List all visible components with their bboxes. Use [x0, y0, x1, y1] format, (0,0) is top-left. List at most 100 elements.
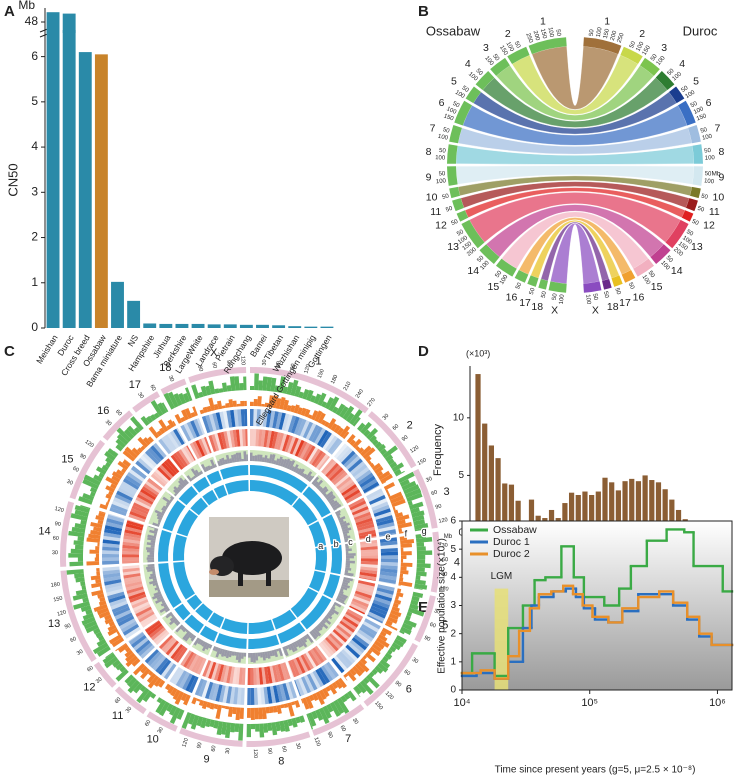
coverage-bin — [73, 601, 91, 610]
heat-bin — [102, 566, 120, 572]
depth-bin — [317, 412, 326, 424]
depth-bin — [184, 407, 193, 419]
heat-bin — [141, 486, 158, 498]
bar — [127, 300, 141, 328]
chromosome-label: 14 — [671, 265, 683, 277]
line-bin — [231, 454, 235, 463]
depth-bin — [225, 706, 230, 710]
coverage-bin — [80, 505, 91, 510]
heat-bin — [379, 537, 398, 543]
heat-bin — [318, 642, 332, 658]
depth-bin — [385, 619, 393, 626]
heat-bin — [320, 665, 334, 682]
coverage-bin — [343, 692, 351, 700]
heat-bin — [378, 525, 396, 533]
depth-bin — [377, 634, 388, 642]
heat-bin — [349, 639, 365, 654]
depth-bin — [221, 405, 226, 409]
heat-bin — [150, 627, 166, 641]
heat-bin — [357, 526, 376, 534]
chromosome-arc — [692, 166, 703, 186]
coverage-bin — [255, 723, 260, 732]
heat-bin — [229, 666, 235, 684]
scale-label: 30 — [52, 550, 58, 556]
scale-label: 50 — [591, 293, 598, 301]
scale-label: 120 — [181, 737, 190, 748]
heat-bin — [380, 561, 398, 567]
heat-bin — [124, 526, 143, 534]
heat-bin — [359, 577, 376, 582]
line-bin — [301, 636, 308, 643]
depth-bin — [107, 627, 119, 637]
heat-bin — [349, 605, 366, 615]
heat-bin — [217, 664, 225, 682]
heat-bin — [357, 523, 375, 531]
depth-bin — [272, 705, 278, 713]
heat-bin — [122, 570, 141, 576]
depth-bin — [355, 445, 361, 452]
scale-label: 60 — [86, 665, 94, 673]
heat-bin — [377, 584, 395, 592]
chromosome-arc — [479, 244, 500, 265]
scale-label: 150 — [373, 700, 384, 711]
y-unit: Mb — [18, 0, 35, 12]
heat-bin — [129, 511, 147, 520]
coverage-bin — [393, 638, 405, 648]
heat-bin — [353, 634, 370, 648]
depth-bin — [269, 706, 274, 714]
heat-bin — [264, 666, 270, 684]
chromosome-label: 17 — [619, 297, 631, 309]
bar — [475, 374, 481, 533]
line-bin — [182, 627, 187, 633]
y-tick-label: 6 — [450, 516, 456, 527]
genome-label: Ossabaw — [426, 23, 481, 38]
heat-bin — [350, 600, 368, 611]
heat-bin — [173, 452, 186, 469]
ideogram — [414, 595, 436, 643]
coverage-bin — [326, 703, 334, 713]
track-label: c — [348, 537, 353, 547]
coverage-bin — [416, 554, 426, 560]
coverage-bin — [107, 448, 119, 458]
line-bin — [297, 468, 303, 475]
scale-label: 60 — [211, 745, 218, 752]
chromosome-label: 7 — [345, 733, 351, 745]
coverage-bin — [196, 716, 204, 727]
coverage-bin — [115, 668, 129, 682]
scale-label: 50 — [445, 206, 454, 214]
heat-bin — [294, 439, 305, 457]
coverage-bin — [322, 705, 332, 719]
heat-bin — [331, 657, 345, 674]
heat-bin — [107, 514, 125, 523]
scale-label: 50 — [629, 40, 638, 49]
depth-bin — [122, 459, 131, 468]
coverage-bin — [104, 451, 116, 462]
line-bin — [207, 465, 212, 471]
coverage-bin — [349, 409, 363, 426]
depth-bin — [400, 551, 412, 556]
line-bin — [335, 599, 346, 605]
depth-bin — [391, 498, 406, 508]
coverage-bin — [357, 422, 366, 432]
y-tick-label: 5 — [450, 544, 456, 555]
coverage-bin — [365, 674, 380, 689]
heat-bin — [208, 434, 217, 453]
depth-bin — [357, 447, 365, 454]
coverage-bin — [157, 402, 167, 415]
coverage-bin — [200, 717, 208, 729]
heat-bin — [366, 488, 383, 500]
heat-bin — [148, 478, 163, 489]
bar — [62, 30, 76, 328]
coverage-bin — [416, 542, 425, 547]
chromosome-label: 2 — [505, 28, 511, 40]
synteny-ribbon — [462, 105, 688, 146]
scale-label: 120 — [84, 439, 95, 449]
heat-bin — [378, 577, 397, 585]
heat-bin — [252, 429, 257, 447]
coverage-bin — [75, 577, 85, 583]
heat-bin — [322, 433, 335, 450]
heat-bin — [289, 437, 299, 455]
heat-bin — [192, 441, 203, 458]
depth-bin — [286, 405, 292, 412]
scale-label: 120 — [439, 585, 449, 592]
